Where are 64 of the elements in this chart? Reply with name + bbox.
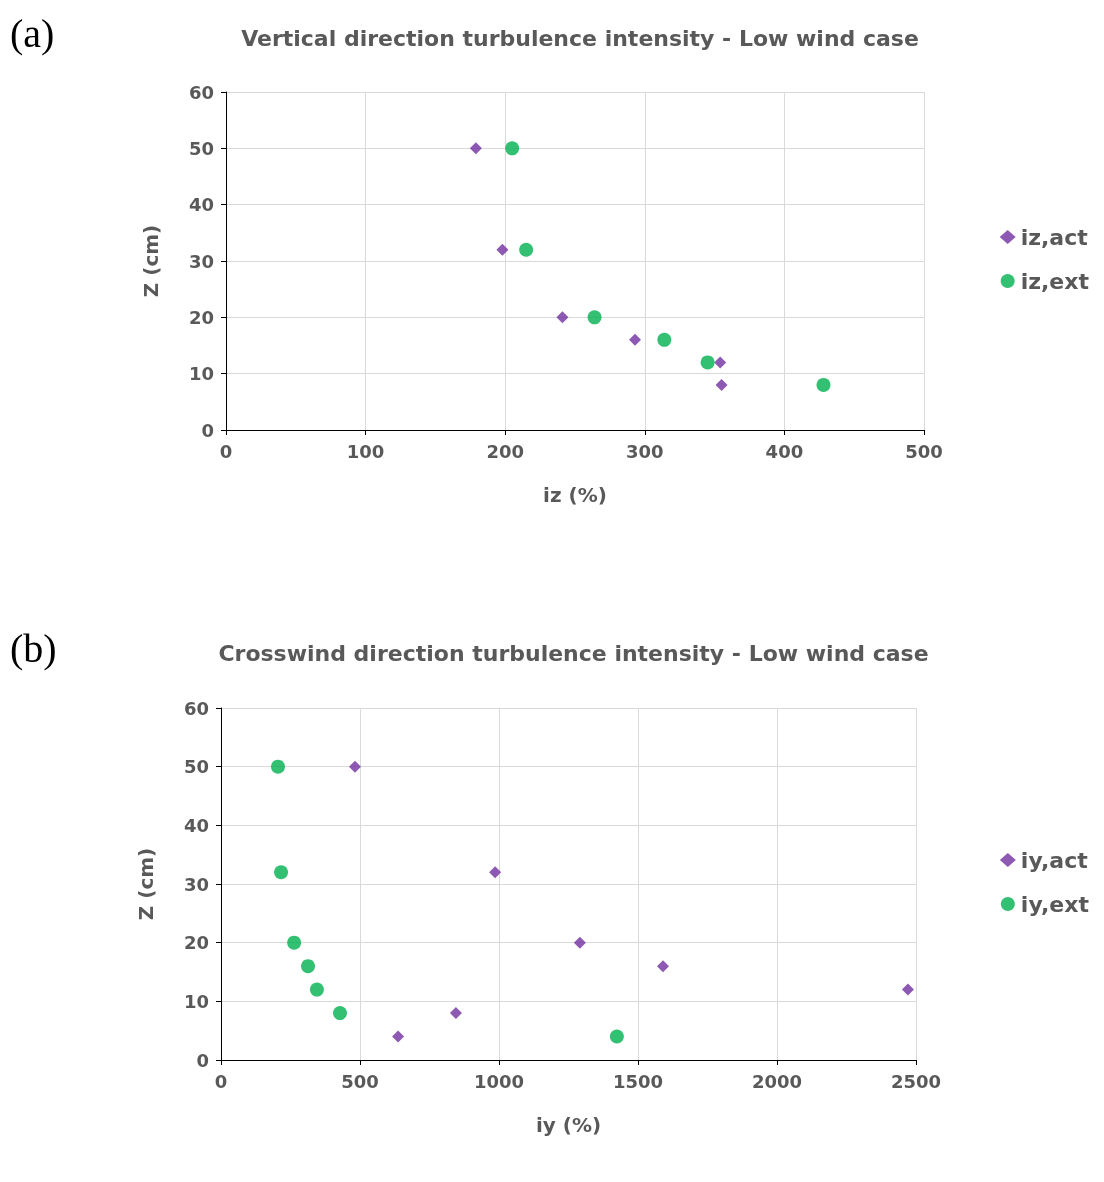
point	[287, 935, 302, 950]
x-tick-label: 200	[486, 440, 524, 462]
chart-title: Vertical direction turbulence intensity - Low wind case	[241, 25, 919, 51]
x-tick-label: 2000	[751, 1070, 803, 1092]
y-tick-label: 30	[183, 873, 209, 895]
x-tick-label: 400	[765, 440, 804, 462]
y-axis-title: Z (cm)	[134, 847, 158, 921]
y-tick-label: 40	[188, 194, 214, 216]
point	[816, 377, 831, 392]
point	[901, 983, 914, 996]
point	[629, 333, 642, 346]
y-tick-label: 20	[183, 932, 209, 954]
y-tick-label: 50	[188, 137, 214, 159]
x-axis-title: iz (%)	[543, 483, 607, 507]
y-tick-label: 0	[196, 1049, 209, 1071]
point	[587, 310, 602, 325]
x-tick-label: 500	[341, 1070, 379, 1092]
legend-label: iy,act	[1020, 847, 1089, 873]
y-tick-label: 10	[188, 363, 214, 385]
legend-label: iz,act	[1020, 224, 1089, 250]
text: (b)	[10, 625, 57, 672]
point	[715, 378, 728, 391]
y-tick-label: 0	[201, 419, 214, 441]
point	[573, 936, 586, 949]
y-axis-title: Z (cm)	[139, 224, 163, 298]
text: (a)	[10, 10, 55, 57]
x-tick-label: 100	[346, 440, 385, 462]
point	[469, 142, 482, 155]
point	[496, 243, 509, 256]
point	[392, 1030, 405, 1043]
chart-title: Crosswind direction turbulence intensity - Low wind case	[218, 640, 929, 666]
point	[714, 356, 727, 369]
y-tick-label: 10	[183, 990, 209, 1012]
point	[657, 332, 672, 347]
x-tick-label: 2500	[890, 1070, 942, 1092]
y-tick-label: 50	[183, 756, 209, 778]
point	[519, 242, 534, 257]
point	[489, 866, 502, 879]
point	[609, 1029, 624, 1044]
point	[700, 355, 715, 370]
legend-label: iz,ext	[1020, 268, 1090, 294]
point	[449, 1007, 462, 1020]
x-tick-label: 1000	[473, 1070, 525, 1092]
point	[505, 141, 520, 156]
y-tick-label: 60	[188, 81, 214, 103]
point	[301, 959, 316, 974]
x-tick-label: 0	[214, 1070, 228, 1092]
y-tick-label: 30	[188, 250, 214, 272]
point	[309, 982, 324, 997]
point	[271, 759, 285, 774]
y-tick-label: 40	[183, 814, 209, 836]
x-axis-title: iy (%)	[535, 1113, 602, 1137]
point	[657, 960, 670, 973]
point	[349, 760, 361, 773]
point	[333, 1006, 347, 1021]
y-tick-label: 60	[183, 697, 209, 719]
legend-label: iy,ext	[1020, 891, 1090, 917]
point	[274, 865, 289, 880]
x-tick-label: 1500	[612, 1070, 664, 1092]
x-tick-label: 0	[219, 440, 233, 462]
point	[556, 311, 569, 324]
x-tick-label: 300	[626, 440, 664, 462]
x-tick-label: 500	[905, 440, 943, 462]
y-tick-label: 20	[188, 306, 214, 328]
